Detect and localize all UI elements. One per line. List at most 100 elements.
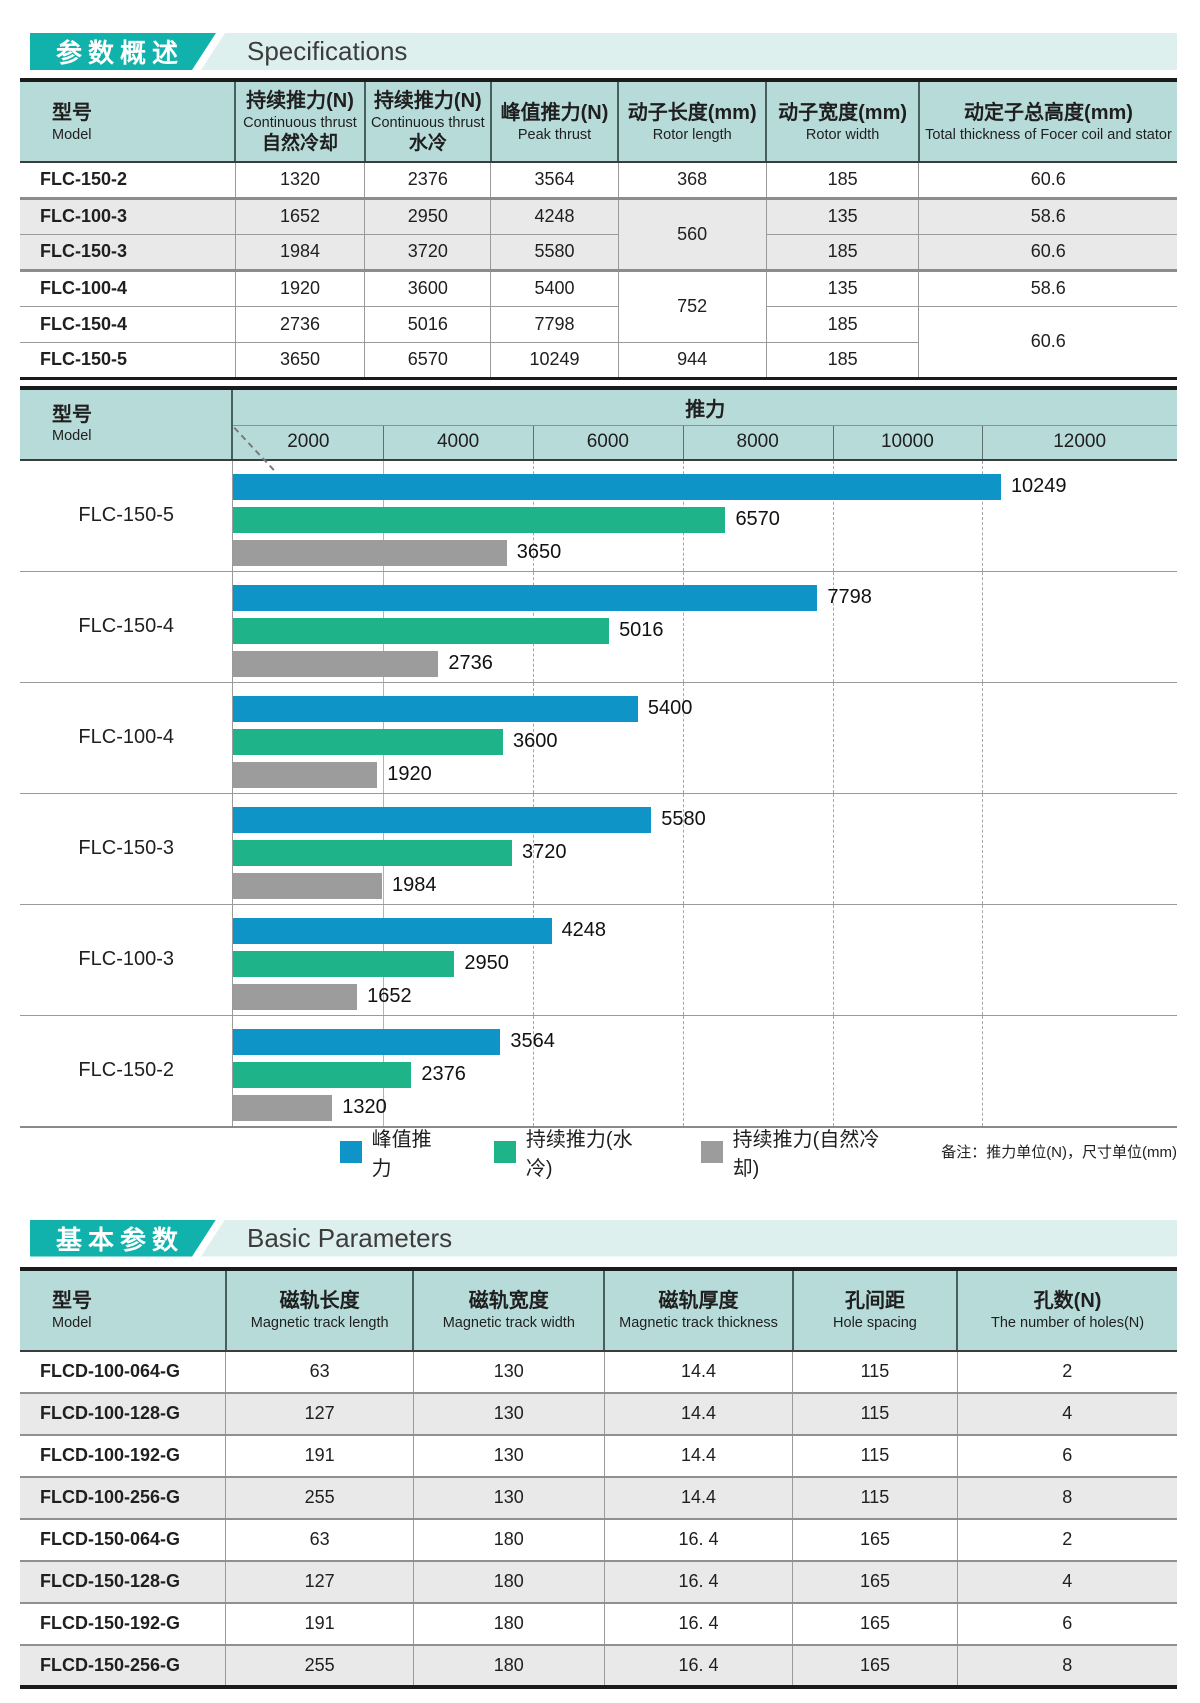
cell-spacing: 115 bbox=[792, 1475, 958, 1519]
axis-tick-label: 10000 bbox=[880, 431, 934, 452]
chart-row-plot: 5400 3600 1920 bbox=[233, 682, 1177, 793]
axis-tick-label: 4000 bbox=[436, 431, 480, 452]
spec-badge-label: 参数概述 bbox=[56, 38, 185, 68]
chart-row: FLC-150-5 10249 6570 3650 bbox=[20, 460, 1177, 571]
gridline bbox=[832, 682, 834, 793]
cell-thickness: 14.4 bbox=[603, 1433, 793, 1477]
cell-holes: 8 bbox=[956, 1475, 1177, 1519]
merged-rotor-length: 752 bbox=[617, 268, 767, 342]
cell-length: 191 bbox=[225, 1601, 414, 1645]
bar-peak bbox=[233, 584, 818, 611]
chart-category-label: FLC-100-3 bbox=[20, 904, 234, 1015]
legend-item: 持续推力(水冷) bbox=[494, 1123, 657, 1181]
bar-value-label: 5580 bbox=[661, 808, 706, 830]
axis-tick-label: 2000 bbox=[287, 431, 330, 452]
cell-holes: 4 bbox=[956, 1559, 1177, 1603]
gridline bbox=[682, 682, 684, 793]
chart-row-plot: 4248 2950 1652 bbox=[233, 904, 1177, 1015]
bar-line: 10249 bbox=[233, 473, 1177, 500]
cell-width: 180 bbox=[412, 1517, 605, 1561]
bar-value-label: 1920 bbox=[387, 763, 432, 785]
gridline bbox=[532, 793, 534, 904]
bar-line: 3600 bbox=[233, 728, 1177, 755]
cell-holes: 6 bbox=[956, 1433, 1177, 1477]
bar-water bbox=[233, 950, 455, 977]
table-row: FLCD-100-256-G 255 130 14.4 115 8 bbox=[20, 1475, 1177, 1519]
legend-item: 持续推力(自然冷却) bbox=[701, 1123, 903, 1181]
cell-length: 127 bbox=[225, 1559, 414, 1603]
bar-line: 6570 bbox=[233, 506, 1177, 533]
table-row: FLCD-100-192-G 191 130 14.4 115 6 bbox=[20, 1433, 1177, 1477]
cell-thickness: 16. 4 bbox=[603, 1643, 793, 1687]
cell-length: 255 bbox=[225, 1475, 414, 1519]
chart-row: FLC-150-3 5580 3720 1984 bbox=[20, 792, 1177, 904]
chart-row: FLC-150-2 3564 2376 1320 bbox=[20, 1014, 1177, 1126]
basic-table-body: FLCD-100-064-G 63 130 14.4 115 2 FLCD-100-128-… bbox=[20, 1349, 1177, 1687]
bar-value-label: 6570 bbox=[735, 508, 780, 530]
cell-spacing: 165 bbox=[792, 1643, 958, 1687]
cell-spacing: 115 bbox=[792, 1349, 958, 1393]
gridline bbox=[832, 1015, 834, 1126]
bar-value-label: 2736 bbox=[448, 652, 493, 674]
bar-natural bbox=[233, 761, 378, 788]
basic-table: 型号 Model 磁轨长度 Magnetic track length 磁轨宽度… bbox=[20, 1266, 1177, 1689]
cell-model: FLCD-100-192-G bbox=[20, 1433, 226, 1477]
axis-tick-label: 12000 bbox=[1053, 431, 1107, 452]
bar-line: 3650 bbox=[233, 539, 1177, 566]
col-hole-spacing: 孔间距 Hole spacing bbox=[791, 1268, 958, 1352]
tick-divider bbox=[532, 425, 534, 459]
col-model: 型号 Model bbox=[20, 1268, 226, 1352]
chart-axis-ticks: 2000 4000 6000 8000 10000 12000 bbox=[233, 425, 1177, 471]
bar-value-label: 2376 bbox=[421, 1063, 466, 1085]
legend-label: 峰值推力 bbox=[371, 1128, 432, 1180]
bar-value-label: 3720 bbox=[522, 841, 567, 863]
cell-thickness: 14.4 bbox=[603, 1475, 793, 1519]
gridline bbox=[982, 793, 984, 904]
chart-category-label: FLC-100-4 bbox=[20, 682, 234, 793]
bar-line: 1984 bbox=[233, 872, 1177, 899]
gridline bbox=[982, 904, 984, 1015]
cell-model: FLC-150-5 bbox=[20, 341, 236, 378]
spec-strip: Specifications bbox=[201, 33, 1177, 70]
bar-water bbox=[233, 617, 610, 644]
gridline bbox=[982, 460, 984, 571]
chart-row: FLC-150-4 7798 5016 2736 bbox=[20, 570, 1177, 682]
table-row: FLCD-150-064-G 63 180 16. 4 165 2 bbox=[20, 1517, 1177, 1561]
cell-model: FLCD-150-064-G bbox=[20, 1517, 226, 1561]
legend-items: 峰值推力 持续推力(水冷) 持续推力(自然冷却) bbox=[340, 1123, 947, 1181]
cell-thickness: 14.4 bbox=[603, 1391, 793, 1435]
bar-water bbox=[233, 728, 504, 755]
gridline bbox=[982, 682, 984, 793]
basic-badge-label: 基本参数 bbox=[56, 1224, 185, 1255]
cell-length: 63 bbox=[225, 1349, 414, 1393]
chart-row-plot: 5580 3720 1984 bbox=[233, 793, 1177, 904]
cell-width: 180 bbox=[412, 1559, 605, 1603]
cell-width: 180 bbox=[412, 1643, 605, 1687]
page: 参数概述 Specifications 型号 Model 持续推力(N) Con… bbox=[20, 33, 1177, 1689]
col-track-length: 磁轨长度 Magnetic track length bbox=[224, 1268, 414, 1352]
chart-row-plot: 7798 5016 2736 bbox=[233, 571, 1177, 682]
bar-value-label: 7798 bbox=[827, 586, 872, 608]
bar-natural bbox=[233, 539, 507, 566]
bar-value-label: 1984 bbox=[392, 874, 437, 896]
gridline bbox=[832, 571, 834, 682]
cell-spacing: 165 bbox=[792, 1559, 958, 1603]
cell-length: 191 bbox=[225, 1433, 414, 1477]
bar-line: 1320 bbox=[233, 1094, 1177, 1121]
bar-value-label: 1652 bbox=[367, 985, 412, 1007]
chart-category-label: FLC-150-3 bbox=[20, 793, 234, 904]
spec-title: Specifications bbox=[247, 36, 408, 66]
basic-section-header: 基本参数 Basic Parameters bbox=[30, 1219, 1177, 1257]
cell-thickness: 14.4 bbox=[603, 1349, 793, 1393]
gridline bbox=[532, 682, 534, 793]
axis-tick-label: 8000 bbox=[736, 431, 779, 452]
bar-line: 2736 bbox=[233, 650, 1177, 677]
bar-line: 5016 bbox=[233, 617, 1177, 644]
bar-natural bbox=[233, 1094, 333, 1121]
chart-header: 型号 Model 推力 2000 4000 6000 8000 10000 12000 bbox=[20, 389, 1177, 471]
legend-label: 持续推力(水冷) bbox=[525, 1128, 633, 1180]
bar-peak bbox=[233, 473, 1001, 500]
spec-header-row: 型号 Model 持续推力(N) Continuous thrust 自然冷却 … bbox=[20, 80, 1177, 163]
spec-section-header: 参数概述 Specifications bbox=[30, 33, 1177, 70]
gridline bbox=[832, 793, 834, 904]
